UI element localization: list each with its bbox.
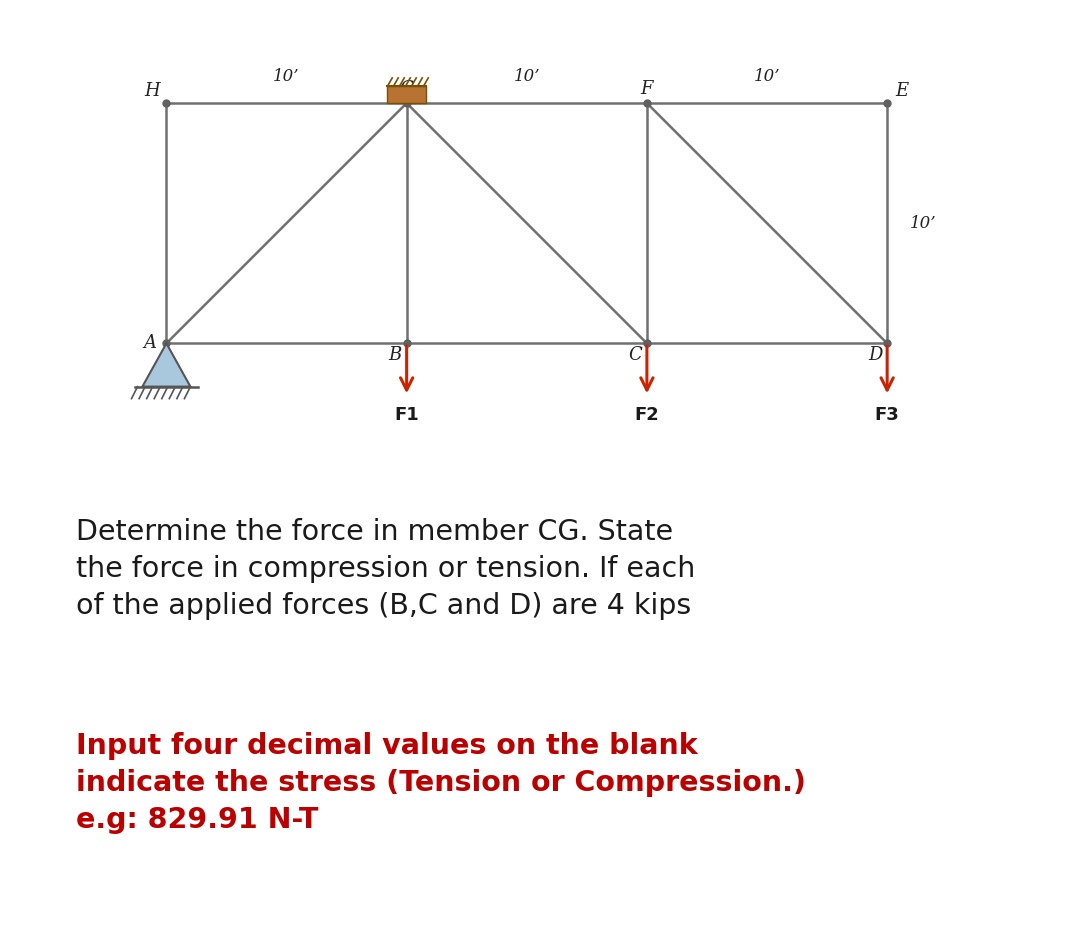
Text: B: B: [388, 346, 402, 364]
Text: 10’: 10’: [754, 68, 780, 86]
Text: F3: F3: [875, 406, 900, 424]
Text: F2: F2: [635, 406, 659, 424]
Text: Input four decimal values on the blank
indicate the stress (Tension or Compressi: Input four decimal values on the blank i…: [76, 732, 806, 834]
Text: G: G: [400, 80, 414, 98]
Text: 10’: 10’: [910, 215, 936, 232]
Polygon shape: [143, 343, 190, 387]
Text: A: A: [143, 335, 157, 353]
Text: H: H: [144, 82, 160, 100]
Text: 10’: 10’: [273, 68, 300, 86]
Text: Determine the force in member CG. State
the force in compression or tension. If : Determine the force in member CG. State …: [76, 518, 694, 620]
Text: F: F: [640, 80, 653, 98]
Text: F1: F1: [394, 406, 419, 424]
Text: 10’: 10’: [513, 68, 540, 86]
Text: E: E: [895, 82, 908, 100]
Text: C: C: [627, 346, 642, 364]
Text: D: D: [868, 346, 882, 364]
Bar: [388, 87, 426, 103]
